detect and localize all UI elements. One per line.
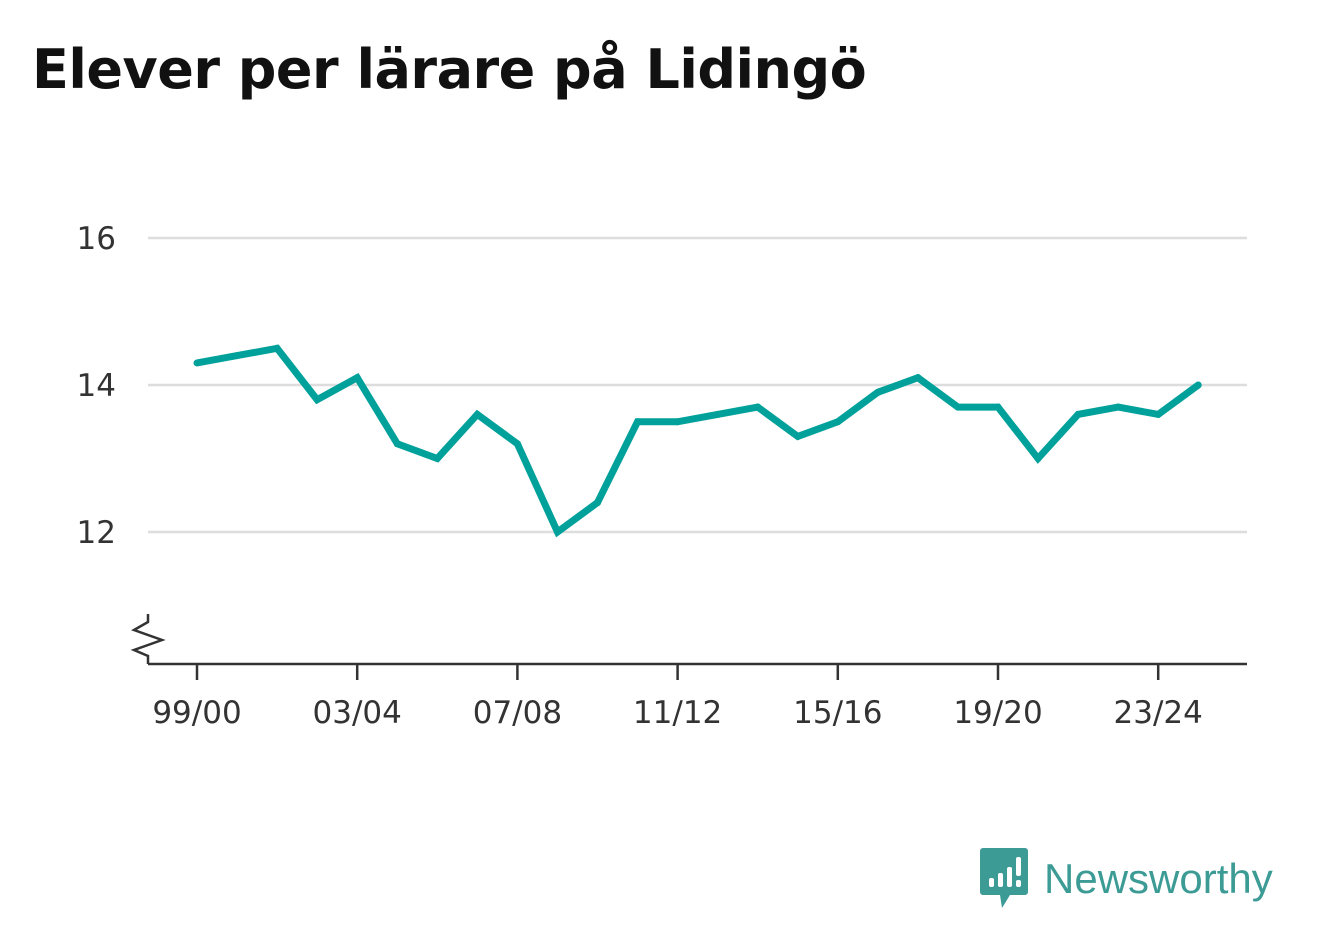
data-point xyxy=(914,374,922,382)
x-tick-label: 99/00 xyxy=(152,695,241,731)
x-tick-label: 19/20 xyxy=(953,695,1042,731)
chart-title: Elever per lärare på Lidingö xyxy=(32,38,867,101)
data-point xyxy=(754,403,762,411)
x-tick-label: 03/04 xyxy=(313,695,402,731)
data-point xyxy=(393,440,401,448)
data-point xyxy=(594,499,601,507)
y-tick-label: 14 xyxy=(77,368,116,404)
data-point xyxy=(273,344,281,352)
data-point xyxy=(634,418,642,426)
series-line-0 xyxy=(196,344,1201,538)
data-point xyxy=(834,418,842,426)
data-point xyxy=(794,432,802,440)
data-point xyxy=(313,396,321,404)
y-tick-label: 12 xyxy=(77,515,116,551)
data-point xyxy=(674,418,682,426)
y-axis-break-line xyxy=(130,614,166,664)
data-point xyxy=(1034,455,1042,462)
data-point xyxy=(874,388,882,396)
data-point xyxy=(553,528,561,536)
x-axis: 99/00 03/04 07/08 11/12 15/16 19/20 23/24 xyxy=(148,662,1247,731)
y-axis-break-icon xyxy=(130,614,166,664)
brand-name: Newsworthy xyxy=(1044,855,1273,902)
data-point xyxy=(714,410,722,418)
x-tick-label: 11/12 xyxy=(633,695,722,731)
data-point xyxy=(1154,410,1162,418)
data-point xyxy=(954,403,962,411)
y-axis-tick-labels: 12 14 16 xyxy=(77,221,116,551)
gridlines xyxy=(148,236,1247,534)
data-point xyxy=(1194,381,1202,389)
data-point xyxy=(233,352,241,360)
data-point xyxy=(473,410,481,418)
x-tick-label: 15/16 xyxy=(793,695,882,731)
data-point xyxy=(1114,403,1122,411)
newsworthy-logo-icon xyxy=(980,848,1028,908)
data-point xyxy=(994,403,1002,411)
brand-logo: Newsworthy xyxy=(980,848,1273,910)
x-tick-label: 23/24 xyxy=(1114,695,1203,731)
data-point xyxy=(1074,410,1082,418)
data-point xyxy=(513,440,521,448)
data-point xyxy=(193,359,201,367)
series-group xyxy=(193,344,1202,538)
data-point xyxy=(353,374,361,382)
y-tick-label: 16 xyxy=(77,221,116,257)
x-tick-label: 07/08 xyxy=(473,695,562,731)
data-point xyxy=(433,455,441,462)
